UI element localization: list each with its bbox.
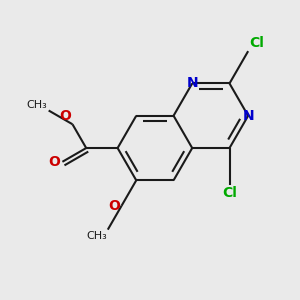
- Text: O: O: [60, 109, 71, 123]
- Text: N: N: [242, 109, 254, 123]
- Text: N: N: [186, 76, 198, 90]
- Text: Cl: Cl: [222, 186, 237, 200]
- Text: O: O: [109, 199, 121, 213]
- Text: CH₃: CH₃: [26, 100, 47, 110]
- Text: O: O: [49, 155, 60, 169]
- Text: Cl: Cl: [249, 36, 264, 50]
- Text: CH₃: CH₃: [86, 231, 107, 241]
